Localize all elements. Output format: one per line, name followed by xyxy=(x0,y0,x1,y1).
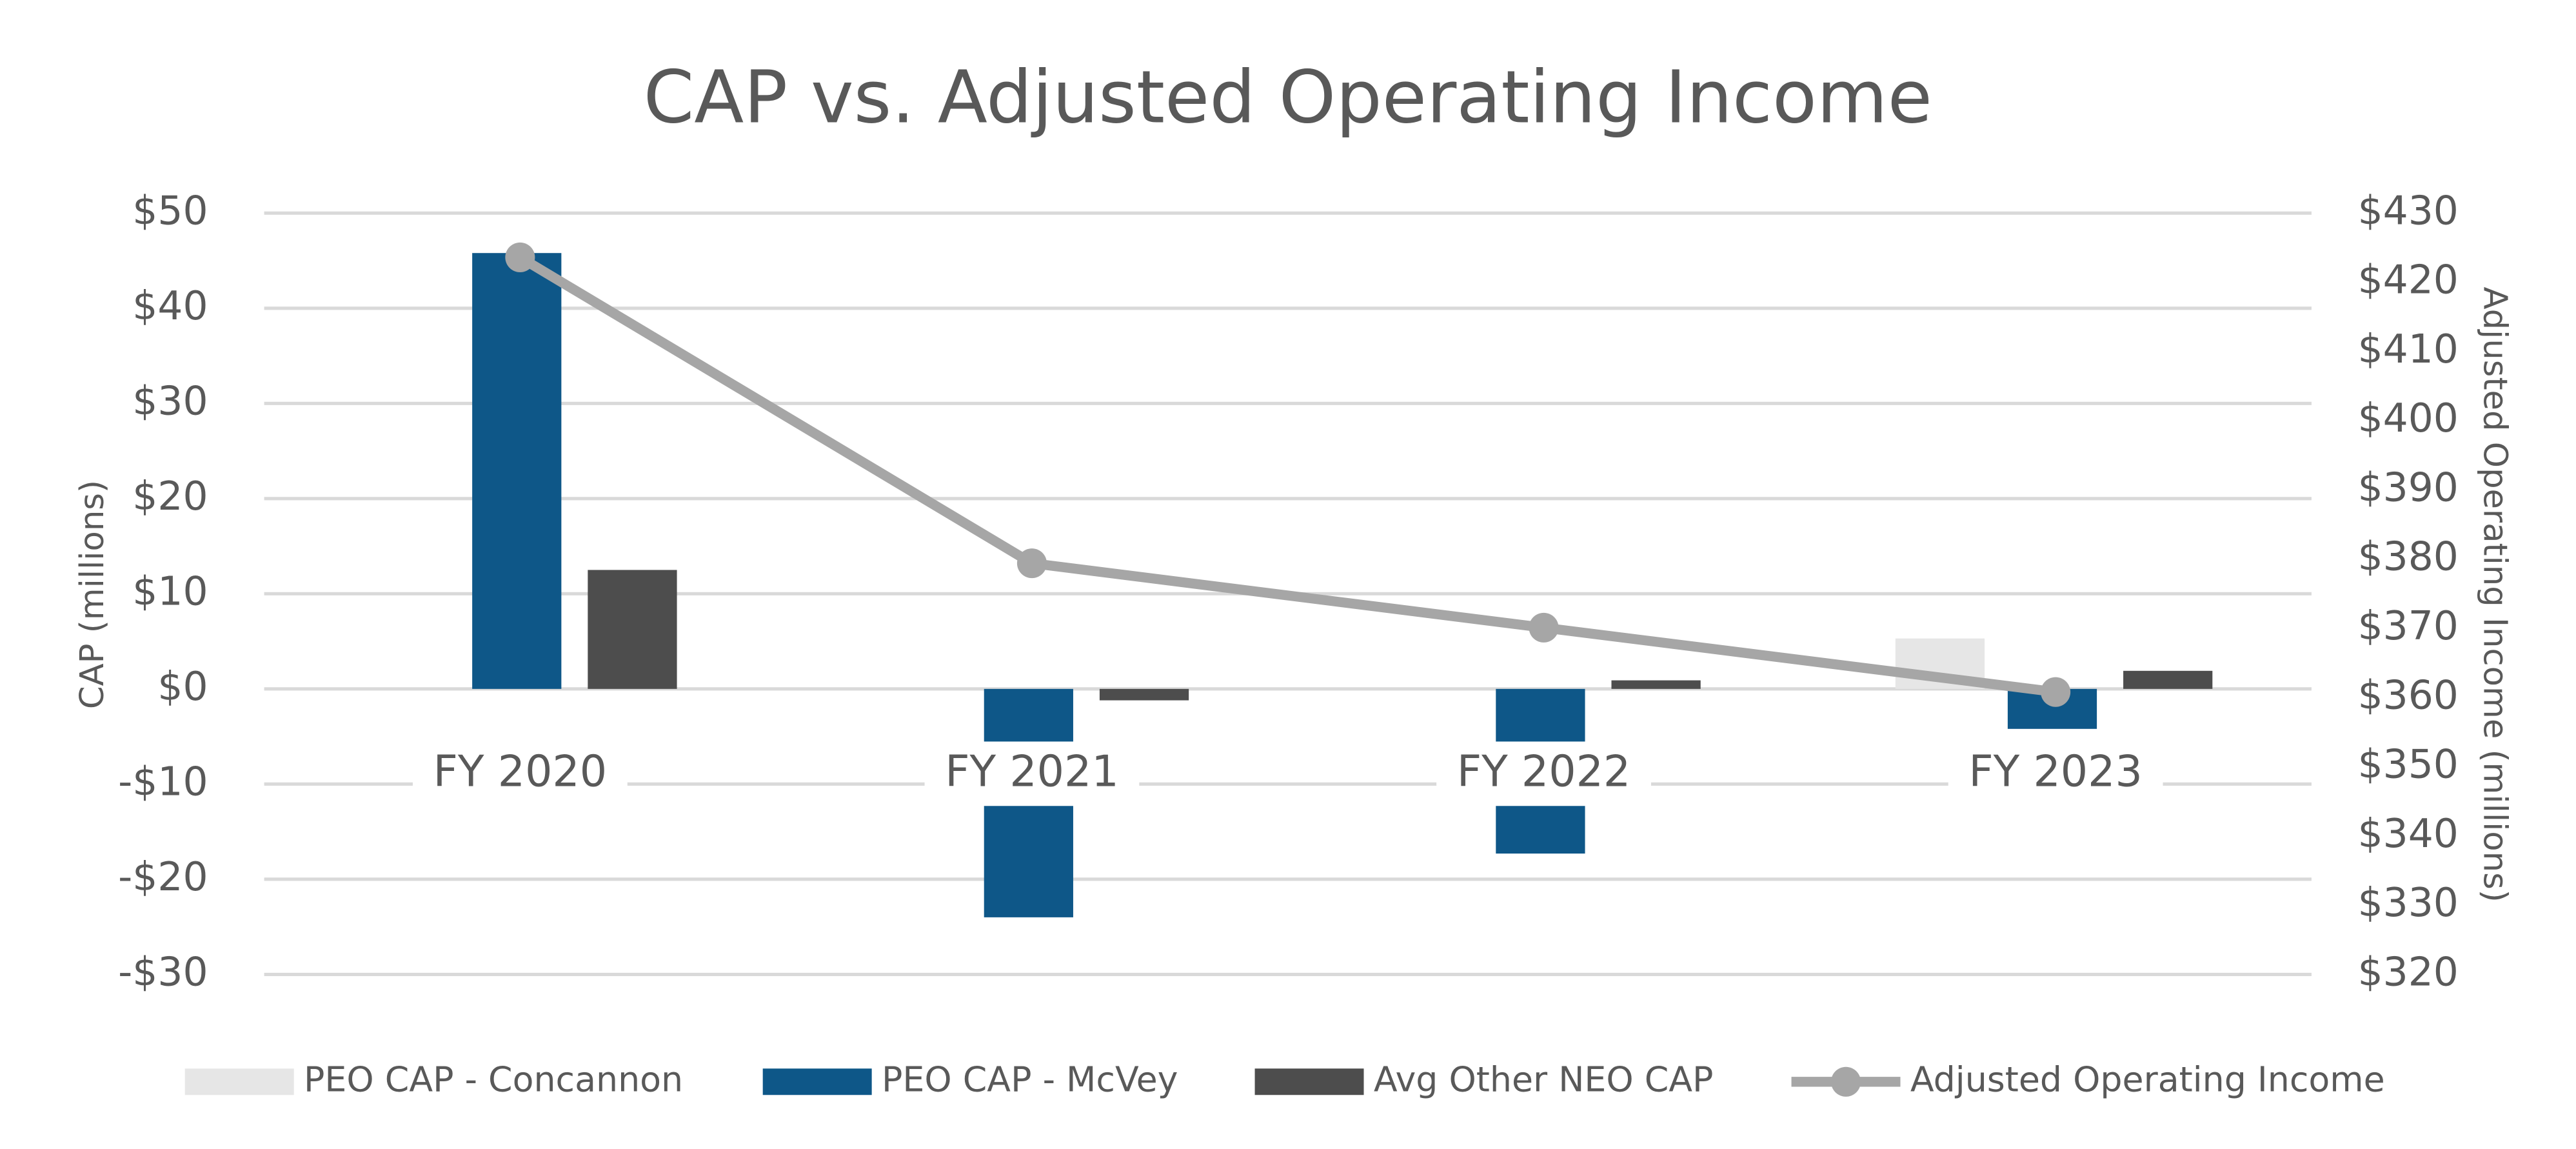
line-marker xyxy=(1529,612,1559,643)
x-tick-label: FY 2020 xyxy=(433,746,607,797)
bar xyxy=(2123,670,2213,689)
bar xyxy=(1611,680,1701,689)
y-tick-label: $40 xyxy=(132,283,208,329)
legend-label: PEO CAP - McVey xyxy=(882,1059,1178,1099)
y-tick-label: $50 xyxy=(132,188,208,234)
legend-label: Adjusted Operating Income xyxy=(1910,1059,2385,1099)
y-axis-title: CAP (millions) xyxy=(73,480,112,709)
x-tick-label: FY 2023 xyxy=(1968,746,2142,797)
chart-title: CAP vs. Adjusted Operating Income xyxy=(644,54,1932,139)
legend-swatch xyxy=(184,1068,294,1095)
bar xyxy=(472,253,562,689)
category-label-background xyxy=(412,741,628,806)
y2-tick-label: $420 xyxy=(2358,257,2459,303)
y2-tick-label: $350 xyxy=(2358,742,2459,788)
legend-swatch xyxy=(762,1068,872,1095)
y2-tick-label: $360 xyxy=(2358,672,2459,718)
y-tick-label: -$30 xyxy=(118,949,208,995)
y-tick-label: -$10 xyxy=(118,759,208,804)
y-tick-label: $20 xyxy=(132,474,208,519)
category-label-background xyxy=(1436,741,1651,806)
y2-tick-label: $380 xyxy=(2358,534,2459,580)
y-tick-label: $30 xyxy=(132,378,208,424)
bar xyxy=(1099,688,1189,701)
bar xyxy=(588,570,677,689)
legend-label: Avg Other NEO CAP xyxy=(1374,1059,1714,1099)
legend-swatch xyxy=(1254,1068,1364,1095)
y2-tick-label: $410 xyxy=(2358,326,2459,372)
y2-tick-label: $320 xyxy=(2358,949,2459,995)
legend-label: PEO CAP - Concannon xyxy=(304,1059,683,1099)
y2-tick-label: $430 xyxy=(2358,188,2459,234)
legend-swatch xyxy=(1830,1066,1861,1097)
line-marker xyxy=(505,242,535,272)
y-tick-label: -$20 xyxy=(118,854,208,900)
y2-axis-title: Adjusted Operating Income (millions) xyxy=(2475,287,2514,903)
y2-tick-label: $340 xyxy=(2358,811,2459,857)
x-tick-label: FY 2022 xyxy=(1457,746,1630,797)
y2-tick-label: $370 xyxy=(2358,603,2459,649)
y2-tick-label: $390 xyxy=(2358,465,2459,510)
category-label-background xyxy=(1948,741,2163,806)
category-label-background xyxy=(924,741,1140,806)
y2-tick-label: $400 xyxy=(2358,395,2459,441)
y2-tick-label: $330 xyxy=(2358,880,2459,926)
y-tick-label: $0 xyxy=(157,664,208,710)
x-tick-label: FY 2021 xyxy=(945,746,1118,797)
y-tick-label: $10 xyxy=(132,568,208,614)
line-marker xyxy=(1016,548,1047,579)
line xyxy=(517,253,2057,697)
line-marker xyxy=(2041,677,2071,707)
